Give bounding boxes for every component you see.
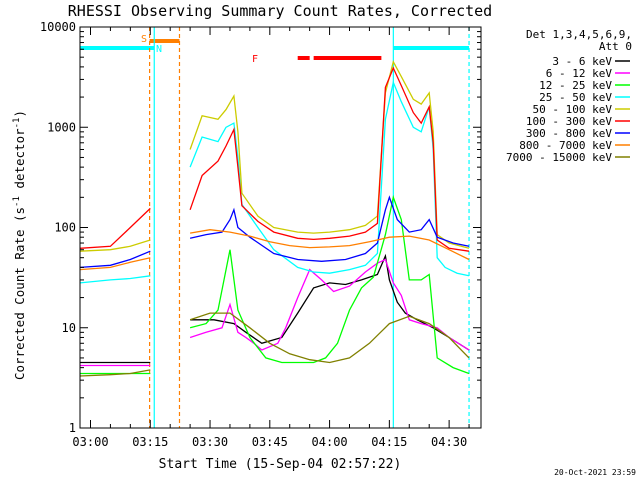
series-line-6-12-kev-seg1: [189, 258, 470, 351]
series-line-800-7000-kev-seg0: [79, 257, 151, 271]
timestamp: 20-Oct-2021 23:59: [554, 468, 636, 477]
chart-title: RHESSI Observing Summary Count Rates, Co…: [68, 2, 492, 20]
legend-label-12-25-kev: 12 - 25 keV: [539, 79, 612, 92]
series-line-7000-15000-kev-seg0: [79, 369, 151, 377]
legend-header-line1: Det 1,3,4,5,6,9,: [526, 28, 632, 41]
y-tick-label-0: 1: [69, 421, 76, 435]
plot-frame: [79, 26, 482, 429]
legend-label-3-6-kev: 3 - 6 keV: [552, 55, 612, 68]
y-tick-label-4: 10000: [40, 20, 76, 34]
series-line-12-25-kev-seg1: [189, 194, 470, 375]
series-line-7000-15000-kev-seg1: [189, 312, 470, 364]
flag-layer: [80, 27, 470, 428]
x-tick-label-1: 03:15: [132, 435, 168, 449]
x-axis-label: Start Time (15-Sep-04 02:57:22): [159, 457, 402, 472]
series-line-3-6-kev-seg1: [190, 253, 470, 351]
legend-label-6-12-kev: 6 - 12 keV: [546, 67, 613, 80]
legend-label-7000-15000-kev: 7000 - 15000 keV: [506, 151, 612, 164]
x-tick-label-6: 04:30: [431, 435, 467, 449]
series-line-100-300-kev-seg1: [189, 66, 470, 252]
series-line-50-100-kev-seg0: [79, 239, 151, 252]
x-tick-label-3: 03:45: [252, 435, 288, 449]
legend-label-300-800-kev: 300 - 800 keV: [526, 127, 612, 140]
y-tick-label-2: 100: [54, 221, 76, 235]
x-tick-label-4: 04:00: [312, 435, 348, 449]
y-tick-label-1: 10: [62, 321, 76, 335]
x-tick-label-2: 03:30: [192, 435, 228, 449]
legend-label-50-100-kev: 50 - 100 keV: [533, 103, 613, 116]
series-line-300-800-kev-seg1: [189, 195, 470, 262]
series-line-300-800-kev-seg0: [79, 250, 151, 269]
series-line-800-7000-kev-seg1: [189, 229, 470, 261]
x-tick-label-0: 03:00: [72, 435, 108, 449]
y-label-sup1: -1: [12, 196, 22, 207]
svg-text:Corrected Count Rate (s-1 dete: Corrected Count Rate (s-1 detector-1): [12, 110, 27, 380]
legend-label-100-300-kev: 100 - 300 keV: [526, 115, 612, 128]
series-line-50-100-kev-seg1: [189, 60, 470, 249]
axes-layer: 1 10 100 1000 10000 03:00 03:15 03:30 03:45 04:00…: [40, 20, 482, 449]
flag-label-night: N: [156, 44, 162, 55]
flag-label-flare: F: [252, 54, 258, 65]
series-layer: [79, 60, 470, 377]
y-label-mid: detector: [12, 128, 27, 196]
legend-header-line2: Att 0: [599, 40, 632, 53]
y-label-end: ): [12, 110, 27, 118]
x-tick-label-5: 04:15: [371, 435, 407, 449]
series-line-25-50-kev-seg0: [79, 275, 151, 284]
series-line-100-300-kev-seg0: [79, 207, 151, 249]
legend-label-800-7000-kev: 800 - 7000 keV: [519, 139, 612, 152]
y-axis-label: Corrected Count Rate (s-1 detector-1): [12, 110, 27, 380]
y-tick-label-3: 1000: [47, 120, 76, 134]
flag-label-saa: S: [141, 34, 147, 45]
y-label-main: Corrected Count Rate (s: [12, 207, 27, 380]
y-label-sup2: -1: [12, 118, 22, 129]
legend-label-25-50-kev: 25 - 50 keV: [539, 91, 612, 104]
